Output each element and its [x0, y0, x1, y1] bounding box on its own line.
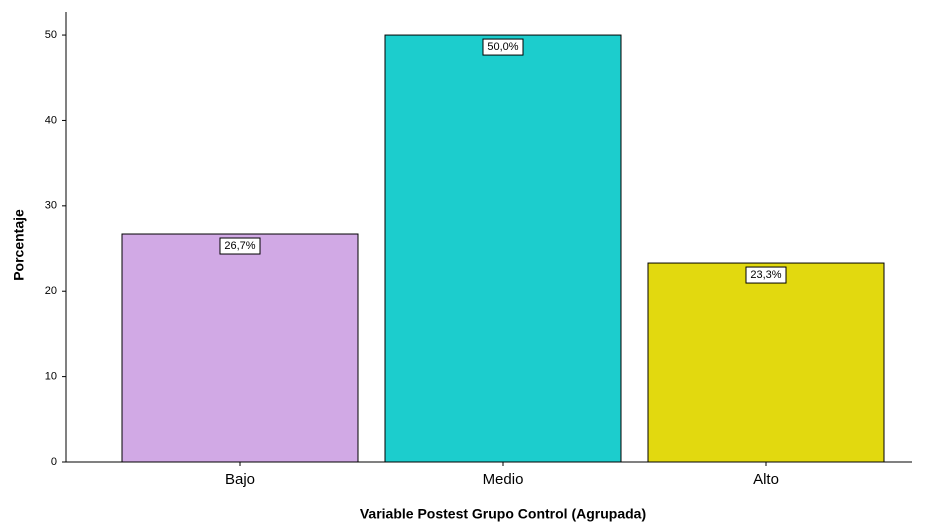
- bar: [384, 34, 622, 463]
- value-label-box: [219, 237, 261, 255]
- value-label-box: [482, 38, 524, 56]
- value-label: 50,0%: [487, 41, 518, 53]
- bar: [647, 262, 885, 463]
- value-label-box: [745, 266, 787, 284]
- x-tick-label: Alto: [753, 471, 779, 488]
- y-tick-label: 40: [45, 114, 57, 126]
- x-tick-label: Medio: [483, 471, 524, 488]
- y-tick-label: 30: [45, 200, 57, 212]
- bar: [121, 233, 359, 463]
- y-axis-title: Porcentaje: [11, 209, 27, 281]
- y-tick-label: 10: [45, 371, 57, 383]
- x-axis-title: Variable Postest Grupo Control (Agrupada…: [360, 506, 646, 522]
- x-tick-label: Bajo: [225, 471, 255, 488]
- y-tick-label: 20: [45, 285, 57, 297]
- value-label: 23,3%: [750, 269, 781, 281]
- value-label: 26,7%: [224, 240, 255, 252]
- y-tick-label: 50: [45, 29, 57, 41]
- y-tick-label: 0: [51, 456, 57, 468]
